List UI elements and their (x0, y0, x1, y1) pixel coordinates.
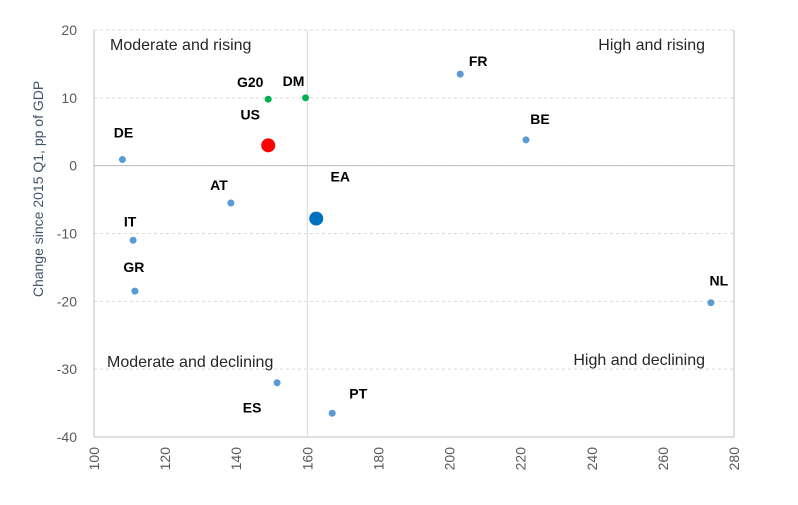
point-label-fr: FR (469, 53, 488, 69)
point-label-de: DE (114, 125, 133, 141)
x-tick-label: 260 (655, 447, 671, 471)
quadrant-label-top-left: Moderate and rising (110, 37, 251, 54)
y-tick-label: -40 (57, 429, 77, 445)
x-tick-label: 180 (370, 447, 386, 471)
y-tick-label: -30 (57, 361, 77, 377)
x-tick-label: 100 (86, 447, 102, 471)
point-label-it: IT (124, 213, 137, 229)
gridlines (94, 29, 734, 370)
data-point-es (273, 379, 281, 387)
point-label-ea: EA (330, 169, 349, 185)
data-points (118, 70, 715, 417)
x-tick-label: 160 (299, 447, 315, 471)
point-label-pt: PT (349, 385, 367, 401)
y-tick-label: 20 (61, 22, 77, 38)
data-point-at (227, 199, 235, 207)
x-tick-label: 280 (726, 447, 742, 471)
point-label-nl: NL (710, 273, 729, 289)
data-point-fr (456, 70, 464, 78)
data-point-pt (328, 409, 336, 417)
data-point-nl (707, 299, 715, 307)
x-tick-label: 220 (513, 447, 529, 471)
quadrant-label-top-right: High and rising (598, 37, 705, 54)
point-label-gr: GR (123, 259, 144, 275)
data-point-dm (302, 94, 310, 102)
y-tick-label: -10 (57, 226, 77, 242)
data-point-us (261, 138, 276, 153)
point-labels: FR BE DE AT IT GR NL ES PT G20 DM US EA (114, 53, 729, 416)
data-point-de (118, 156, 126, 164)
y-tick-label: 10 (61, 90, 77, 106)
y-tick-label: 0 (69, 158, 77, 174)
point-label-g20: G20 (237, 74, 264, 90)
point-label-be: BE (530, 111, 549, 127)
point-label-dm: DM (283, 73, 305, 89)
x-tick-label: 120 (157, 447, 173, 471)
quadrant-label-bottom-left: Moderate and declining (107, 354, 273, 371)
y-axis-label: Change since 2015 Q1, pp of GDP (30, 81, 46, 297)
point-label-es: ES (243, 400, 262, 416)
data-point-gr (131, 287, 139, 295)
data-point-be (522, 136, 530, 144)
quadrant-label-bottom-right: High and declining (573, 352, 705, 369)
data-point-g20 (264, 95, 272, 103)
point-label-at: AT (210, 177, 228, 193)
data-point-ea (309, 211, 324, 226)
y-tick-label: -20 (57, 293, 77, 309)
x-tick-label: 240 (584, 447, 600, 471)
x-tick-label: 140 (228, 447, 244, 471)
point-label-us: US (240, 106, 259, 122)
x-tick-label: 200 (442, 447, 458, 471)
data-point-it (129, 236, 137, 244)
